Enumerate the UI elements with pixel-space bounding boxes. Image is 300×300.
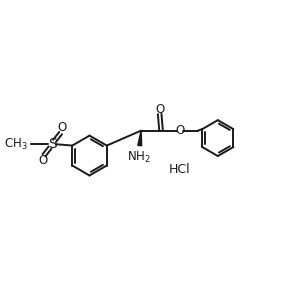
Text: NH$_2$: NH$_2$	[127, 150, 151, 165]
Text: CH$_3$: CH$_3$	[4, 136, 28, 152]
Polygon shape	[138, 130, 142, 146]
Text: O: O	[57, 121, 67, 134]
Text: O: O	[155, 103, 164, 116]
Text: O: O	[38, 154, 47, 167]
Text: HCl: HCl	[168, 164, 190, 176]
Text: O: O	[175, 124, 184, 137]
Text: S: S	[48, 137, 57, 151]
